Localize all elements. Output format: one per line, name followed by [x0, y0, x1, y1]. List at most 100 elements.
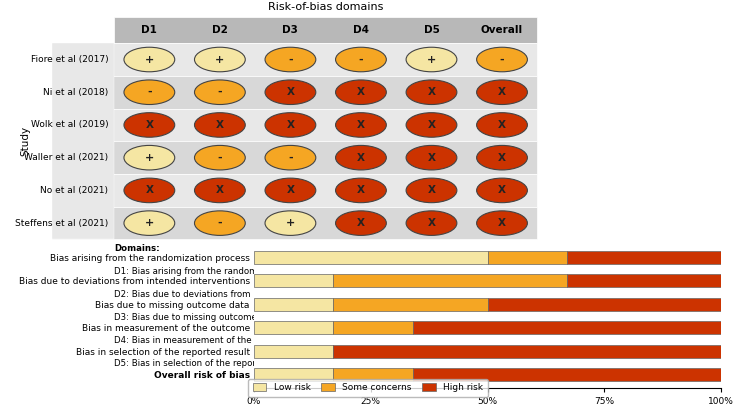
Ellipse shape: [194, 80, 245, 105]
Text: Fiore et al (2017): Fiore et al (2017): [31, 55, 108, 64]
Ellipse shape: [336, 47, 386, 72]
Text: X: X: [498, 218, 506, 228]
Text: +: +: [145, 55, 154, 65]
Text: X: X: [216, 185, 224, 196]
Text: +: +: [215, 55, 224, 65]
Ellipse shape: [406, 178, 457, 203]
Bar: [413, 322, 721, 335]
Text: D3: Bias due to missing outcome data.: D3: Bias due to missing outcome data.: [114, 314, 282, 322]
Ellipse shape: [336, 211, 386, 236]
Bar: [52, 109, 537, 141]
Bar: [52, 141, 537, 174]
Bar: [114, 17, 537, 43]
Text: X: X: [498, 153, 506, 163]
Text: X: X: [428, 185, 436, 196]
Bar: [254, 322, 333, 335]
Text: -: -: [500, 55, 504, 65]
Bar: [567, 251, 721, 264]
Text: High: High: [600, 265, 621, 274]
Text: Judgment: Judgment: [545, 244, 592, 255]
Ellipse shape: [124, 113, 174, 137]
Text: X: X: [357, 185, 365, 196]
Ellipse shape: [406, 80, 457, 105]
Ellipse shape: [477, 145, 528, 170]
Text: D2: Bias due to deviations from intended intervention.: D2: Bias due to deviations from intended…: [114, 290, 350, 299]
Text: Wolk et al (2019): Wolk et al (2019): [31, 120, 108, 129]
Bar: [487, 251, 567, 264]
Text: D3: D3: [283, 25, 298, 35]
Text: X: X: [498, 120, 506, 130]
Text: D4: Bias in measurement of the outcome.: D4: Bias in measurement of the outcome.: [114, 337, 295, 345]
Text: D5: D5: [423, 25, 439, 35]
Ellipse shape: [336, 80, 386, 105]
Bar: [254, 345, 333, 358]
Text: X: X: [216, 120, 224, 130]
Text: X: X: [286, 185, 294, 196]
Bar: [333, 298, 487, 311]
Bar: [333, 322, 413, 335]
Ellipse shape: [336, 178, 386, 203]
Legend: Low risk, Some concerns, High risk: Low risk, Some concerns, High risk: [248, 379, 488, 397]
Text: Steffens et al (2021): Steffens et al (2021): [15, 219, 108, 227]
Text: -: -: [218, 218, 222, 228]
Text: X: X: [357, 218, 365, 228]
Ellipse shape: [336, 145, 386, 170]
Ellipse shape: [265, 113, 316, 137]
Ellipse shape: [265, 211, 316, 236]
Text: D2: D2: [212, 25, 228, 35]
Text: +: +: [145, 153, 154, 163]
Ellipse shape: [194, 113, 245, 137]
Bar: [333, 345, 721, 358]
Ellipse shape: [124, 211, 174, 236]
Text: Ni et al (2018): Ni et al (2018): [43, 88, 108, 97]
Bar: [333, 368, 413, 381]
Ellipse shape: [265, 47, 316, 72]
Text: D4: D4: [353, 25, 369, 35]
Text: -: -: [566, 299, 570, 309]
Ellipse shape: [194, 145, 245, 170]
Text: X: X: [286, 87, 294, 97]
Bar: [567, 274, 721, 287]
Text: Study: Study: [21, 126, 31, 156]
Text: X: X: [498, 87, 506, 97]
Text: X: X: [357, 87, 365, 97]
Text: Low: Low: [600, 333, 618, 342]
Ellipse shape: [477, 113, 528, 137]
Ellipse shape: [265, 80, 316, 105]
Ellipse shape: [406, 113, 457, 137]
Text: -: -: [288, 153, 293, 163]
Text: -: -: [218, 87, 222, 97]
Ellipse shape: [265, 145, 316, 170]
Text: No et al (2021): No et al (2021): [40, 186, 108, 195]
Ellipse shape: [406, 145, 457, 170]
Bar: [487, 298, 721, 311]
Bar: [413, 368, 721, 381]
Bar: [333, 274, 567, 287]
Ellipse shape: [477, 178, 528, 203]
Text: -: -: [147, 87, 152, 97]
Text: X: X: [286, 120, 294, 130]
Text: Domains:: Domains:: [114, 244, 160, 253]
Text: X: X: [357, 153, 365, 163]
Text: +: +: [286, 218, 295, 228]
Bar: [52, 207, 537, 240]
Text: X: X: [498, 185, 506, 196]
Ellipse shape: [194, 211, 245, 236]
Text: X: X: [428, 120, 436, 130]
Text: D5: Bias in selection of the reported result.: D5: Bias in selection of the reported re…: [114, 360, 300, 368]
Text: X: X: [357, 120, 365, 130]
Ellipse shape: [124, 47, 174, 72]
Text: Waller et al (2021): Waller et al (2021): [24, 153, 108, 162]
Ellipse shape: [124, 80, 174, 105]
Ellipse shape: [124, 178, 174, 203]
Bar: [52, 43, 114, 240]
Text: X: X: [428, 153, 436, 163]
Text: D1: Bias arising from the randomization process.: D1: Bias arising from the randomization …: [114, 267, 325, 276]
Text: -: -: [358, 55, 364, 65]
Text: X: X: [145, 185, 153, 196]
Ellipse shape: [477, 80, 528, 105]
Bar: [52, 174, 537, 207]
Bar: [254, 251, 487, 264]
Ellipse shape: [265, 178, 316, 203]
Text: X: X: [145, 120, 153, 130]
